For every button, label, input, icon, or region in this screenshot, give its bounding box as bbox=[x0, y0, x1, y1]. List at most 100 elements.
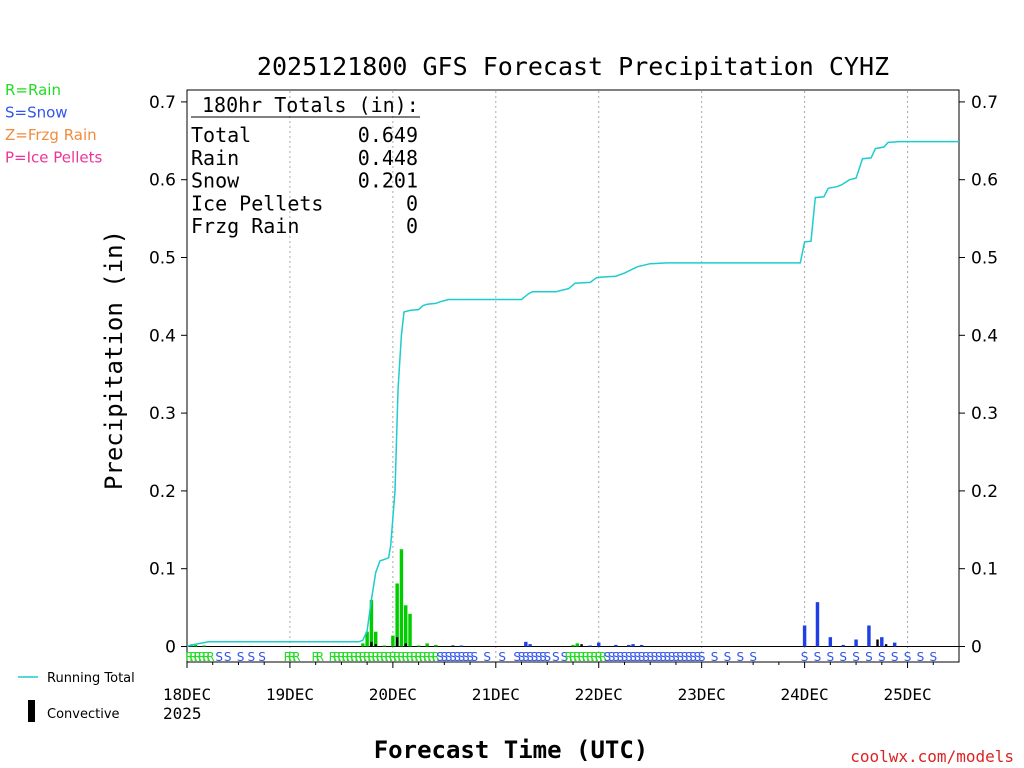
totals-row-label: Ice Pellets bbox=[191, 191, 323, 215]
ptype-letter: S bbox=[543, 650, 551, 664]
ptype-letter: R bbox=[350, 650, 358, 664]
rain-bar bbox=[571, 644, 575, 647]
y-tick-label: 0.4 bbox=[149, 326, 176, 346]
ptype-letter: S bbox=[458, 650, 466, 664]
x-tick-label: 23DEC bbox=[678, 685, 726, 704]
ptype-letter: R bbox=[363, 650, 371, 664]
ptype-letter: R bbox=[288, 650, 296, 664]
ptype-letter: S bbox=[698, 650, 706, 664]
ptype-letter: S bbox=[215, 650, 223, 664]
ptype-letter: R bbox=[414, 650, 422, 664]
ptype-letter: S bbox=[513, 650, 521, 664]
ptype-letter: S bbox=[224, 650, 232, 664]
rain-bar bbox=[369, 599, 374, 647]
ptype-letter: S bbox=[436, 650, 444, 664]
rain-bar bbox=[193, 644, 198, 647]
ptype-letter: S bbox=[642, 650, 650, 664]
ptype-letter: R bbox=[189, 650, 197, 664]
y-tick-label: 0.3 bbox=[149, 404, 176, 424]
ptype-letter: R bbox=[185, 650, 193, 664]
ptype-letter: R bbox=[569, 650, 577, 664]
snow-bar bbox=[588, 645, 592, 647]
ptype-letter: S bbox=[441, 650, 449, 664]
ptype-letter: R bbox=[410, 650, 418, 664]
ptype-letter: R bbox=[194, 650, 202, 664]
ptype-legend-item: Z=Frzg Rain bbox=[5, 126, 97, 144]
ptype-letter: S bbox=[603, 650, 611, 664]
x-tick-label: 22DEC bbox=[575, 685, 623, 704]
ptype-letter: S bbox=[561, 650, 569, 664]
ptype-letter: R bbox=[427, 650, 435, 664]
convective-bar bbox=[370, 641, 373, 647]
x-tick-label: 19DEC bbox=[266, 685, 314, 704]
y-tick-label: 0.2 bbox=[149, 482, 176, 502]
precip-bars bbox=[189, 549, 897, 647]
ptype-letter: S bbox=[651, 650, 659, 664]
ptype-letter: S bbox=[659, 650, 667, 664]
ptype-legend: R=Rain S=Snow Z=Frzg Rain P=Ice Pellets bbox=[5, 81, 102, 167]
y-tick-label-right: 0 bbox=[971, 638, 982, 658]
snow-bar bbox=[867, 625, 871, 647]
snow-bar bbox=[828, 637, 833, 647]
ptype-letter: S bbox=[801, 650, 809, 664]
ptype-letter: R bbox=[595, 650, 603, 664]
ptype-letter: R bbox=[577, 650, 585, 664]
ptype-letter: R bbox=[599, 650, 607, 664]
ptype-letter: S bbox=[681, 650, 689, 664]
ptype-letter: S bbox=[646, 650, 654, 664]
ptype-letter: R bbox=[573, 650, 581, 664]
ptype-letter: S bbox=[878, 650, 886, 664]
ptype-letter: S bbox=[917, 650, 925, 664]
rain-bar bbox=[416, 645, 421, 647]
snow-bar bbox=[639, 644, 644, 647]
ptype-letter: S bbox=[638, 650, 646, 664]
ptype-letter: R bbox=[384, 650, 392, 664]
ptype-letter: R bbox=[202, 650, 210, 664]
totals-row-value: 0 bbox=[406, 191, 418, 215]
ptype-letter: S bbox=[672, 650, 680, 664]
y-tick-label-right: 0.7 bbox=[971, 93, 998, 113]
ptype-letter: R bbox=[337, 650, 345, 664]
y-axis-label: Precipitation (in) bbox=[100, 230, 128, 490]
ptype-letter: R bbox=[316, 650, 324, 664]
ptype-letter: R bbox=[284, 650, 292, 664]
running-total-line bbox=[186, 140, 959, 648]
snow-bar bbox=[802, 625, 807, 647]
ptype-letter: S bbox=[724, 650, 732, 664]
ptype-letter: S bbox=[453, 650, 461, 664]
ptype-letter: R bbox=[590, 650, 598, 664]
ptype-letter: R bbox=[206, 650, 214, 664]
totals-row-label: Total bbox=[191, 123, 251, 147]
totals-row-value: 0.201 bbox=[358, 169, 418, 193]
rain-bar bbox=[425, 643, 429, 647]
ptype-letter: S bbox=[655, 650, 663, 664]
convective-bar bbox=[884, 644, 888, 647]
ptype-letter: S bbox=[625, 650, 633, 664]
ptype-letter: R bbox=[354, 650, 362, 664]
y-tick-label-right: 0.5 bbox=[971, 249, 998, 269]
ptype-legend-item: R=Rain bbox=[5, 81, 61, 99]
ptype-letter: R bbox=[406, 650, 414, 664]
ptype-letter: S bbox=[711, 650, 719, 664]
rain-bar bbox=[399, 549, 404, 647]
convective-bar bbox=[374, 644, 377, 647]
rain-bar bbox=[575, 643, 580, 647]
convective-bar bbox=[580, 644, 583, 647]
ptype-letter: S bbox=[466, 650, 474, 664]
snow-bar bbox=[815, 602, 820, 647]
bottom-legend: Running Total Convective bbox=[18, 671, 135, 722]
totals-box: 180hr Totals (in): Total 0.649 Rain 0.448 Sn… bbox=[191, 93, 420, 238]
y-tick-label-right: 0.4 bbox=[971, 326, 998, 346]
y-tick-label-right: 0.2 bbox=[971, 482, 998, 502]
snow-bar bbox=[597, 642, 601, 647]
totals-row-value: 0 bbox=[406, 214, 418, 238]
y-tick-label: 0.1 bbox=[149, 560, 176, 580]
snow-bar bbox=[880, 637, 884, 647]
x-axis: 18DEC 19DEC 20DEC 21DEC 22DEC 23DEC 24DEC 25DEC bbox=[163, 662, 934, 704]
totals-row-label: Frzg Rain bbox=[191, 214, 299, 238]
ptype-letter: R bbox=[342, 650, 350, 664]
ptype-letter: R bbox=[311, 650, 319, 664]
ptype-letter: R bbox=[432, 650, 440, 664]
rain-bar bbox=[404, 605, 408, 647]
